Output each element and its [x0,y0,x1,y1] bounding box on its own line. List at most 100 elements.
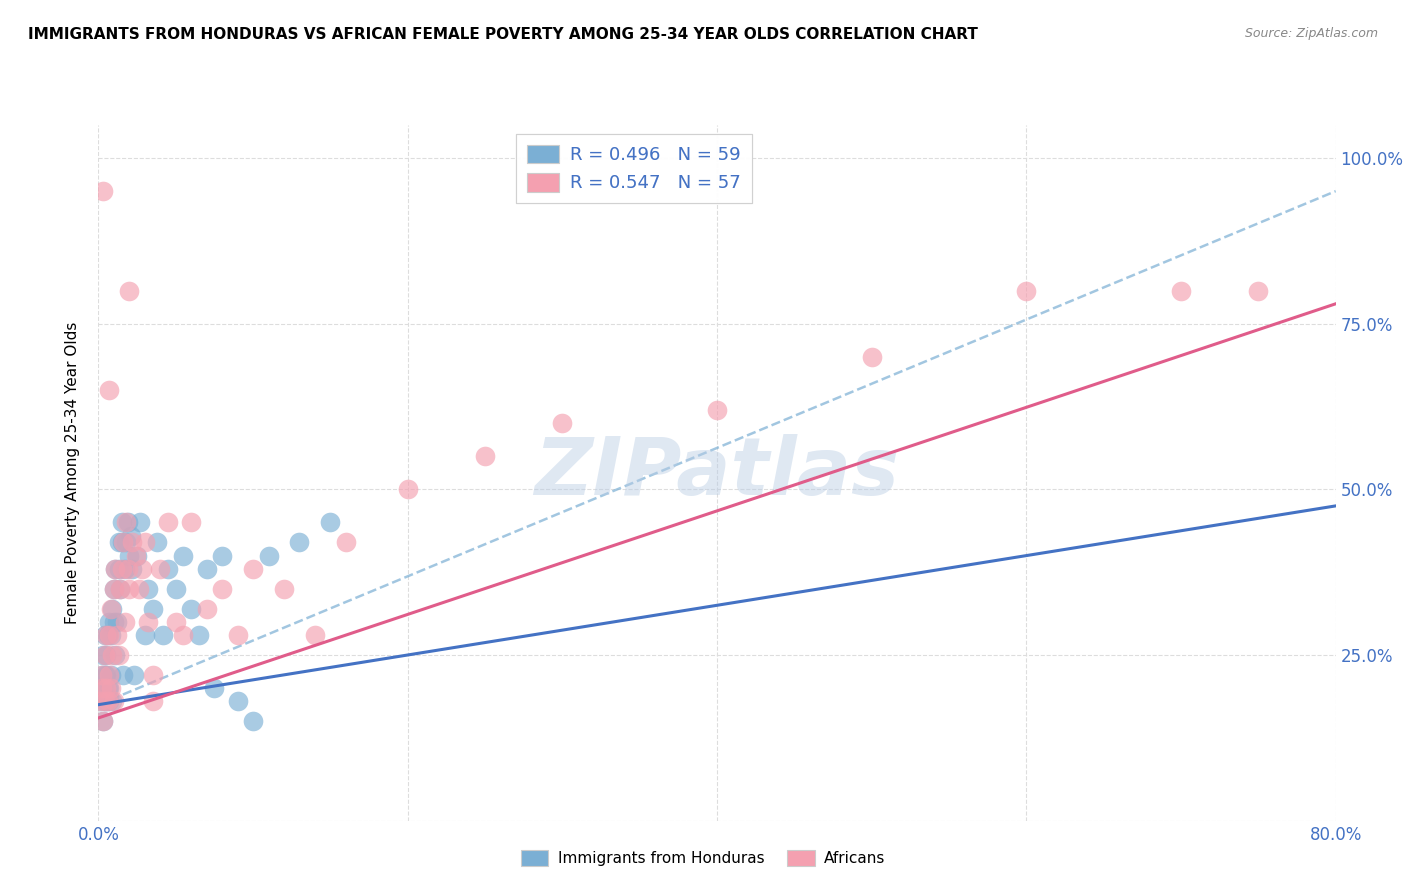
Point [188,628,211,642]
Point [165,615,187,629]
Point [1015,284,1038,298]
Point [93,694,115,708]
Point [195,562,218,576]
Point [103,582,125,596]
Point [91,681,114,695]
Point [128,582,150,596]
Point [100,601,122,615]
Point [104,562,127,576]
Point [115,535,138,549]
Point [105,615,128,629]
Point [96,681,118,695]
Point [136,615,159,629]
Point [96,694,118,708]
Point [97,694,120,708]
Point [860,350,883,364]
Text: ZIPatlas: ZIPatlas [534,434,900,512]
Point [90,681,112,695]
Point [211,582,233,596]
Point [101,601,124,615]
Point [93,648,115,662]
Point [90,668,112,682]
Point [118,549,141,563]
Point [118,582,141,596]
Point [335,535,357,549]
Point [180,516,202,530]
Point [103,582,125,596]
Point [103,615,125,629]
Point [273,582,295,596]
Point [98,383,121,397]
Point [96,668,118,682]
Point [288,535,311,549]
Point [120,529,142,543]
Point [111,535,134,549]
Point [104,648,127,662]
Legend: Immigrants from Honduras, Africans: Immigrants from Honduras, Africans [512,841,894,875]
Point [173,549,195,563]
Point [242,562,264,576]
Text: Source: ZipAtlas.com: Source: ZipAtlas.com [1244,27,1378,40]
Point [131,562,153,576]
Point [706,402,728,417]
Point [112,668,135,682]
Point [107,562,129,576]
Point [98,615,121,629]
Point [142,668,165,682]
Point [242,714,264,729]
Point [142,694,165,708]
Point [127,549,149,563]
Point [195,601,218,615]
Point [304,628,326,642]
Point [173,628,195,642]
Point [396,483,419,497]
Point [104,562,127,576]
Point [142,601,165,615]
Point [112,535,135,549]
Point [103,694,125,708]
Point [111,516,134,530]
Point [101,648,124,662]
Point [93,628,115,642]
Point [152,628,174,642]
Y-axis label: Female Poverty Among 25-34 Year Olds: Female Poverty Among 25-34 Year Olds [65,322,80,624]
Point [93,694,115,708]
Point [1247,284,1270,298]
Point [122,668,145,682]
Point [98,668,121,682]
Point [117,562,139,576]
Point [107,535,129,549]
Point [100,628,122,642]
Point [180,601,202,615]
Point [91,714,114,729]
Point [107,648,129,662]
Point [118,284,141,298]
Point [226,628,249,642]
Point [98,628,121,642]
Point [108,582,131,596]
Legend: R = 0.496   N = 59, R = 0.547   N = 57: R = 0.496 N = 59, R = 0.547 N = 57 [516,134,751,203]
Point [97,628,120,642]
Point [551,416,574,430]
Point [89,694,111,708]
Point [115,516,138,530]
Point [91,714,114,729]
Text: IMMIGRANTS FROM HONDURAS VS AFRICAN FEMALE POVERTY AMONG 25-34 YEAR OLDS CORRELA: IMMIGRANTS FROM HONDURAS VS AFRICAN FEMA… [28,27,979,42]
Point [93,668,115,682]
Point [100,668,122,682]
Point [165,582,187,596]
Point [204,681,226,695]
Point [91,648,114,662]
Point [124,549,146,563]
Point [211,549,233,563]
Point [319,516,342,530]
Point [1170,284,1192,298]
Point [100,681,122,695]
Point [108,582,131,596]
Point [89,694,111,708]
Point [146,535,169,549]
Point [226,694,249,708]
Point [121,562,143,576]
Point [136,582,159,596]
Point [117,516,139,530]
